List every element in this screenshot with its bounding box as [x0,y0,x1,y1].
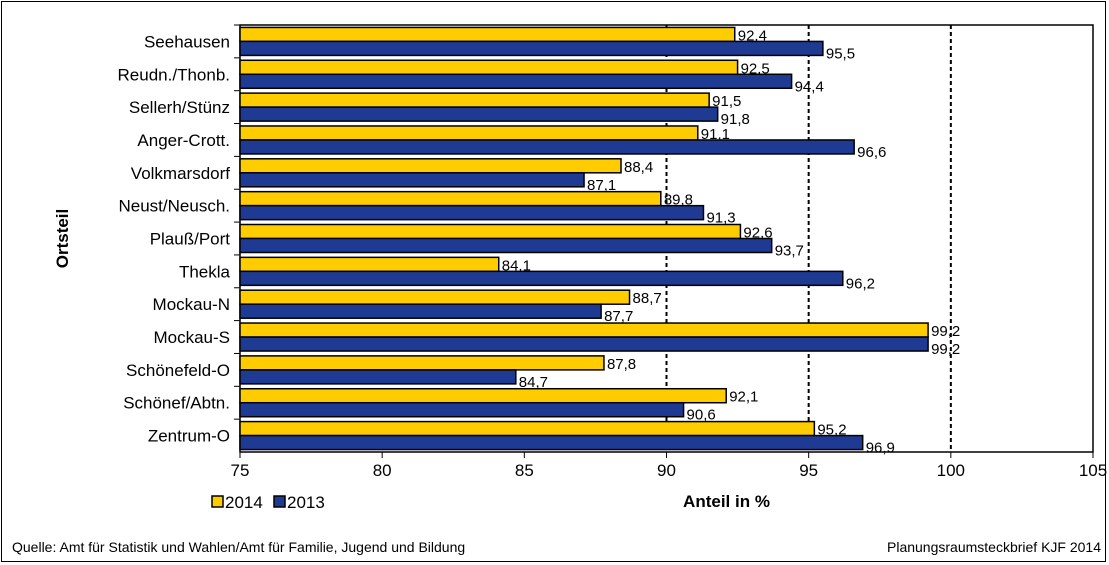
data-label-2013: 95,5 [826,45,855,62]
legend-swatch-2014 [211,495,224,508]
data-label-2013: 96,9 [866,440,895,457]
data-label-2014: 87,8 [607,356,636,373]
data-label-2014: 89,8 [664,192,693,209]
data-label-2013: 90,6 [687,407,716,424]
data-label-2013: 94,4 [795,78,824,95]
category-label: Volkmarsdorf [131,164,230,183]
data-label-2013: 84,7 [519,374,548,391]
data-label-2014: 88,7 [633,290,662,307]
x-tick-label: 105 [1079,461,1107,480]
data-label-2013: 93,7 [775,243,804,260]
bar-2014 [239,256,500,273]
legend-swatch-2013 [273,495,286,508]
bar-2013 [239,172,585,188]
data-label-2013: 91,3 [706,210,735,227]
data-label-2014: 88,4 [624,159,653,176]
bar-2013 [239,401,685,418]
category-label: Schönefeld-O [126,361,230,380]
data-label-2014: 99,2 [931,323,960,340]
x-tick-label: 85 [515,461,534,480]
bar-2014 [239,223,742,240]
bar-2014 [239,92,710,108]
bar-2013 [239,336,929,352]
data-label-2013: 99,2 [931,341,960,358]
data-label-2014: 92,1 [729,389,758,406]
bar-2014 [239,420,816,437]
x-tick-label: 100 [937,461,965,480]
data-label-2013: 96,6 [857,144,886,161]
bar-2014 [239,322,929,338]
data-label-2014: 92,5 [741,60,770,77]
credit-note: Planungsraumsteckbrief KJF 2014 [887,539,1101,555]
x-tick-label: 95 [799,461,818,480]
data-label-2013: 96,2 [846,275,875,292]
x-tick-label: 90 [657,461,676,480]
bar-2014 [239,125,699,141]
x-axis-title: Anteil in % [683,492,770,511]
bar-2014 [239,289,631,305]
bar-2014 [239,355,605,371]
data-label-2014: 95,2 [817,422,846,439]
x-tick-label: 80 [373,461,392,480]
bar-2014 [239,59,739,76]
data-label-2014: 84,1 [502,257,531,274]
bar-2013 [239,139,855,155]
category-label: Schönef/Abtn. [123,394,230,413]
bar-2014 [239,158,622,174]
data-label-2014: 91,1 [701,126,730,143]
data-label-2013: 87,7 [604,308,633,325]
y-axis-title: Ortsteil [53,209,72,269]
category-label: Reudn./Thonb. [118,65,230,84]
category-label: Thekla [179,262,231,281]
data-label-2013: 91,8 [721,111,750,128]
bar-2013 [239,106,719,122]
category-label: Sellerh/Stünz [129,98,230,117]
category-label: Zentrum-O [148,427,230,446]
category-label: Seehausen [144,32,230,51]
source-note: Quelle: Amt für Statistik und Wahlen/Amt… [12,539,466,555]
bar-2013 [239,369,517,385]
category-label: Anger-Crott. [137,131,230,150]
bar-2013 [239,40,824,57]
category-label: Mockau-N [153,295,230,314]
legend-label: 2014 [225,493,263,512]
bar-2013 [239,434,864,451]
category-label: Neust/Neusch. [119,197,231,216]
legend-label: 2013 [287,493,325,512]
bar-2013 [239,237,773,254]
data-label-2014: 91,5 [712,93,741,110]
category-label: Plauß/Port [150,230,231,249]
data-label-2014: 92,4 [738,27,767,44]
bar-2013 [239,204,705,221]
x-tick-label: 75 [231,461,250,480]
bar-2014 [239,387,727,404]
bar-2013 [239,303,602,319]
data-label-2014: 92,6 [743,225,772,242]
bar-2014 [239,26,736,43]
data-label-2013: 87,1 [587,177,616,194]
bar-2013 [239,73,793,90]
category-label: Mockau-S [153,328,230,347]
bar-2013 [239,270,844,287]
bar-2014 [239,190,662,207]
